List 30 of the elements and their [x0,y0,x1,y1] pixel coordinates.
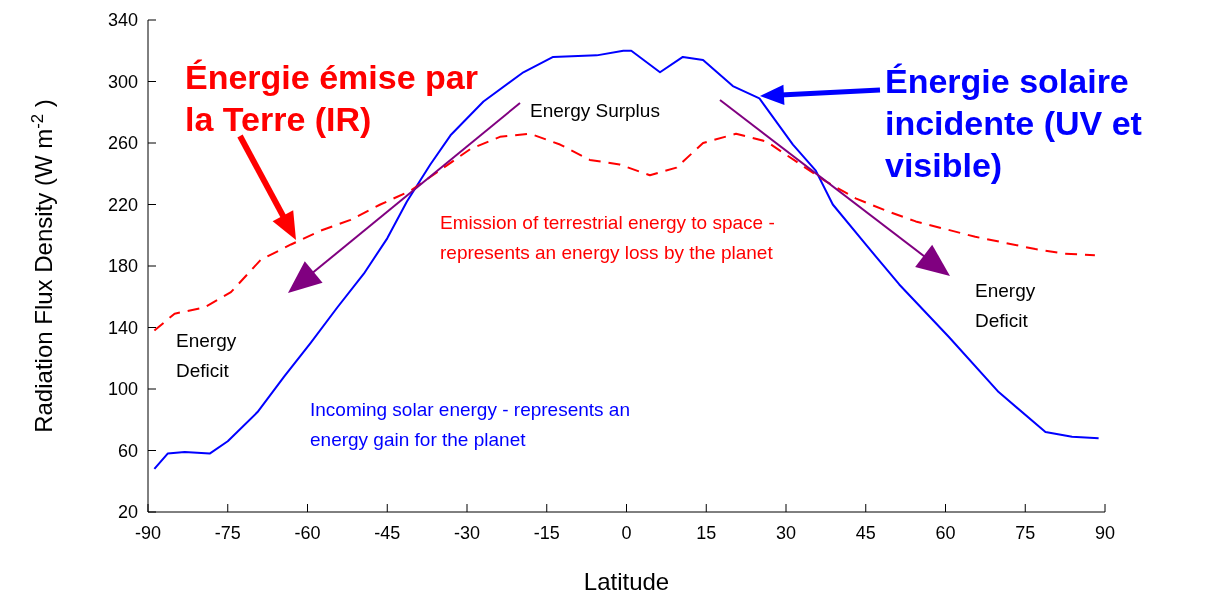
x-tick-label: 90 [1094,522,1116,543]
y-tick-label: 340 [107,10,138,31]
x-tick-label: 15 [696,522,717,543]
x-tick-label: 60 [935,522,956,543]
y-tick-label: 60 [117,440,138,461]
x-tick-label: 30 [775,522,797,543]
series-label: Énergie émise par la Terre (IR) [185,57,479,140]
x-tick-label: -30 [453,522,481,543]
legend-label: Énergie solaire incidente (UV et visible) [885,61,1143,186]
y-tick-label: 260 [107,133,138,154]
x-tick-label: 75 [1015,522,1036,543]
x-tick-label: -90 [134,522,162,543]
annotation: Energy Surplus [530,99,661,123]
x-tick-label: -15 [533,522,560,543]
x-tick-label: -60 [294,522,321,543]
y-tick-label: 100 [107,379,138,400]
annotation: Energy Deficit [176,329,238,383]
annotation: Incoming solar energy - represents an energy gain for the planet [310,398,631,452]
y-tick-label: 180 [107,256,138,277]
x-tick-label: -45 [374,522,401,543]
x-tick-label: 0 [621,522,632,543]
x-tick-label: 45 [855,522,876,543]
y-tick-label: 300 [107,71,138,92]
y-tick-label: 140 [107,317,138,338]
y-tick-label: 20 [117,502,138,523]
annotation: Emission of terrestrial energy to space - represents an energy loss by the planet [440,211,776,265]
x-axis-title: Latitude [583,568,670,595]
x-tick-label: -75 [214,522,241,543]
y-tick-label: 220 [107,194,138,215]
annotation: Energy Deficit [975,279,1037,333]
